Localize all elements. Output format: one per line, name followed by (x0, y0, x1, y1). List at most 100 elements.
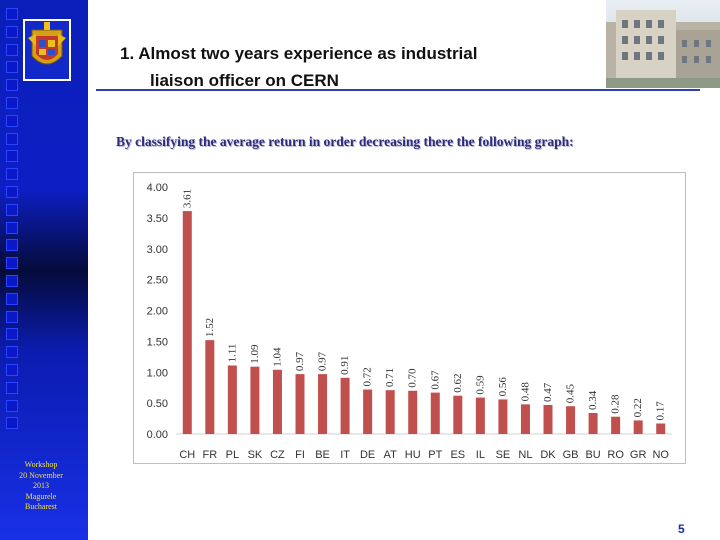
data-label: 0.48 (519, 382, 531, 402)
sidebar-square (6, 186, 18, 198)
data-label: 0.47 (542, 382, 554, 402)
data-label: 0.62 (452, 373, 464, 392)
data-label: 0.70 (407, 368, 419, 388)
x-tick-label: CZ (270, 449, 285, 461)
sidebar-square (6, 328, 18, 341)
sidebar-square (6, 114, 18, 127)
bar (295, 374, 305, 434)
title-line-1: 1. Almost two years experience as indust… (120, 44, 478, 63)
bar (520, 404, 530, 434)
bar (588, 413, 598, 434)
x-tick-label: SE (496, 449, 511, 461)
sidebar-square (6, 150, 18, 163)
sidebar-square (6, 239, 18, 252)
y-tick-label: 0.50 (147, 398, 168, 410)
y-tick-label: 1.00 (147, 367, 168, 379)
data-label: 0.71 (384, 368, 396, 387)
sidebar-square (6, 97, 18, 109)
sidebar-square (6, 203, 18, 216)
sidebar-square (6, 168, 18, 181)
x-tick-label: GR (630, 449, 647, 461)
x-tick-label: GB (563, 449, 579, 461)
data-label: 0.91 (339, 356, 351, 375)
data-label: 1.04 (271, 347, 283, 367)
sidebar-square (6, 275, 18, 287)
bar (430, 392, 440, 434)
x-tick-label: HU (405, 449, 421, 461)
bar (205, 340, 215, 434)
x-tick-label: IT (340, 449, 350, 461)
x-tick-label: CH (179, 449, 195, 461)
bar (250, 366, 260, 434)
sidebar-square (6, 399, 18, 412)
bar (656, 423, 666, 434)
bar (272, 369, 282, 434)
data-label: 0.97 (294, 351, 306, 371)
y-tick-label: 0.00 (147, 429, 168, 441)
data-label: 1.52 (204, 318, 216, 337)
data-label: 0.67 (429, 370, 441, 390)
sidebar-square (6, 8, 18, 20)
x-tick-label: BE (315, 449, 330, 461)
bar (633, 420, 643, 434)
y-tick-label: 3.00 (147, 244, 168, 256)
bar (227, 365, 237, 434)
bar (408, 390, 418, 434)
x-tick-label: NO (652, 449, 669, 461)
bar (385, 390, 395, 434)
title-line-2: liaison officer on CERN (150, 71, 339, 90)
sidebar-square (6, 25, 18, 38)
workshop-note: Workshop 20 November 2013 Magurele Bucha… (19, 460, 63, 511)
sidebar-square (6, 292, 18, 305)
data-label: 0.97 (317, 351, 329, 371)
sidebar-square (6, 43, 18, 56)
sidebar-square (6, 417, 18, 430)
sidebar-square (6, 61, 18, 74)
title-rule (96, 89, 700, 91)
data-label: 0.56 (497, 377, 509, 397)
data-label: 0.17 (655, 401, 667, 421)
y-tick-label: 2.50 (147, 275, 168, 287)
x-tick-label: BU (585, 449, 600, 461)
bar (453, 395, 463, 434)
x-tick-label: FI (295, 449, 305, 461)
data-label: 0.28 (610, 394, 622, 414)
data-label: 0.59 (474, 375, 486, 395)
data-label: 0.34 (587, 390, 599, 410)
bar (318, 374, 328, 434)
data-label: 1.11 (226, 344, 238, 363)
bar (475, 397, 485, 434)
y-tick-label: 2.00 (147, 306, 168, 318)
data-label: 0.72 (362, 367, 374, 386)
data-label: 3.61 (181, 189, 193, 208)
sidebar: Workshop 20 November 2013 Magurele Bucha… (0, 0, 88, 540)
x-tick-label: ES (450, 449, 465, 461)
x-tick-label: AT (384, 449, 398, 461)
bar (498, 399, 508, 434)
x-tick-label: RO (607, 449, 624, 461)
sidebar-square (6, 381, 18, 394)
y-tick-label: 4.00 (147, 182, 168, 194)
x-tick-label: DK (540, 449, 556, 461)
romania-coat-of-arms-icon (23, 19, 71, 81)
building-photo (606, 0, 720, 88)
data-label: 0.22 (632, 398, 644, 417)
bar-chart: 0.00 0.50 1.00 1.50 2.00 2.50 3.00 3.50 4.00 3.61… (133, 172, 686, 464)
x-tick-label: IL (476, 449, 485, 461)
data-label: 0.45 (565, 383, 577, 403)
sidebar-square (6, 257, 18, 270)
bar (363, 389, 373, 434)
page-number: 5 (678, 522, 685, 536)
bar (611, 416, 621, 434)
sidebar-square (6, 221, 18, 234)
slide-title: 1. Almost two years experience as indust… (120, 40, 477, 94)
sidebar-square (6, 310, 18, 323)
bar-chart-svg: 0.00 0.50 1.00 1.50 2.00 2.50 3.00 3.50 4.00 3.61… (147, 182, 672, 461)
sidebar-square (6, 364, 18, 376)
sidebar-square (6, 346, 18, 359)
bar (182, 211, 192, 434)
x-tick-label: PL (226, 449, 239, 461)
sidebar-square (6, 79, 18, 92)
data-label: 1.09 (249, 344, 261, 364)
x-tick-label: PT (428, 449, 442, 461)
